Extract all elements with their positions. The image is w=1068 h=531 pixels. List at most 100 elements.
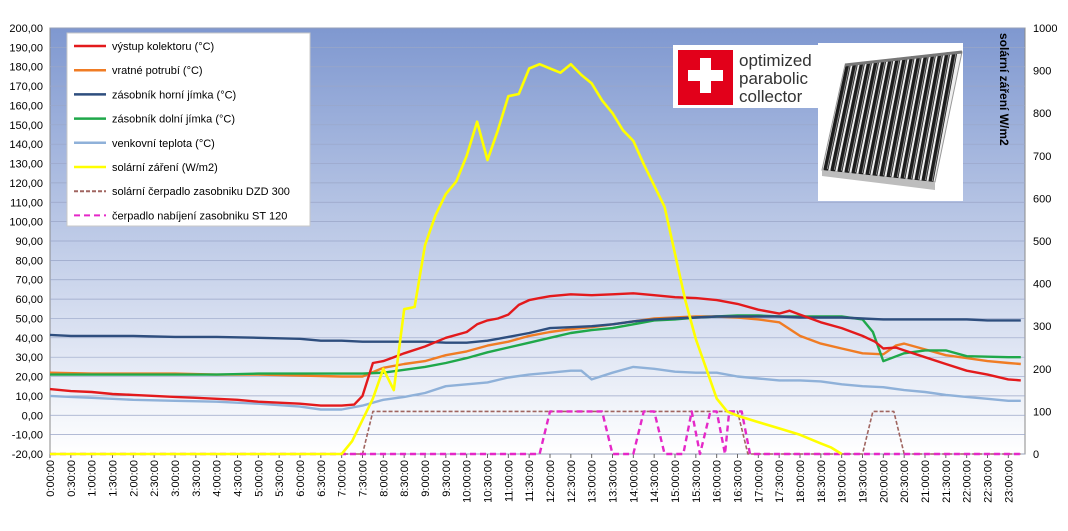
x-tick-label: 9:00:00	[420, 460, 432, 497]
collector-tube-highlight	[826, 65, 850, 170]
logo-line-3: collector	[739, 87, 803, 106]
y-left-tick-label: 130,00	[9, 159, 43, 171]
collector-tube	[823, 63, 851, 172]
legend-label: výstup kolektoru (°C)	[112, 41, 214, 53]
y-left-tick-label: -20,00	[12, 449, 43, 461]
collector-tube	[900, 54, 929, 181]
y-right-axis-title: solární záření W/m2	[997, 33, 1011, 146]
x-tick-label: 0:30:00	[66, 460, 78, 497]
collector-tube-highlight	[889, 58, 914, 177]
x-tick-label: 20:30:00	[899, 460, 911, 503]
series-line-3	[50, 314, 1021, 376]
y-right-tick-label: 0	[1033, 449, 1039, 461]
logo-line-2: parabolic	[739, 69, 808, 88]
y-left-tick-label: 70,00	[15, 275, 43, 287]
collector-tube-highlight	[896, 57, 921, 178]
x-tick-label: 17:00:00	[753, 460, 765, 503]
collector-tube-highlight	[847, 63, 872, 172]
y-right-tick-label: 100	[1033, 406, 1051, 418]
y-right-tick-label: 400	[1033, 279, 1051, 291]
y-left-tick-label: 0,00	[22, 410, 43, 422]
x-tick-label: 1:30:00	[108, 460, 120, 497]
y-left-tick-label: 80,00	[15, 255, 43, 267]
y-right-tick-label: 200	[1033, 364, 1051, 376]
legend-label: solární čerpadlo zasobniku DZD 300	[112, 186, 290, 198]
collector-tube-highlight	[868, 61, 893, 174]
y-right-tick-label: 1000	[1033, 23, 1057, 35]
x-tick-label: 13:30:00	[608, 460, 620, 503]
collector-tube	[858, 59, 886, 176]
x-tick-label: 3:00:00	[170, 460, 182, 497]
x-tick-label: 11:00:00	[503, 460, 515, 502]
logo-line-1: optimized	[739, 51, 812, 70]
legend-label: venkovní teplota (°C)	[112, 138, 215, 150]
y-left-tick-label: 60,00	[15, 294, 43, 306]
series-layer	[49, 62, 1021, 456]
x-tick-label: 10:30:00	[483, 460, 495, 503]
x-tick-label: 22:00:00	[962, 460, 974, 503]
x-tick-label: 0:00:00	[45, 460, 57, 497]
collector-tube-highlight	[882, 59, 907, 176]
x-tick-label: 20:00:00	[878, 460, 890, 503]
y-left-tick-label: 20,00	[15, 372, 43, 384]
x-tick-label: 19:00:00	[837, 460, 849, 503]
x-tick-label: 5:30:00	[274, 460, 286, 497]
y-left-tick-label: 200,00	[9, 23, 43, 35]
x-tick-label: 4:30:00	[233, 460, 245, 497]
legend-label: zásobník dolní jímka (°C)	[112, 114, 235, 126]
collector-tube-highlight	[903, 57, 928, 178]
y-right-tick-label: 600	[1033, 193, 1051, 205]
x-tick-label: 16:30:00	[733, 460, 745, 503]
x-tick-label: 6:00:00	[295, 460, 307, 497]
y-left-tick-label: 40,00	[15, 333, 43, 345]
x-axis: 0:00:00 0:30:00 1:00:00 1:30:00 2:00:00 2:30:…	[45, 454, 1015, 503]
y-left-axis: -20,00 -10,00 0,00 10,00 20,00 30,00 40,00 50,0…	[9, 23, 43, 461]
x-tick-label: 7:00:00	[337, 460, 349, 497]
collector-tube	[837, 61, 865, 174]
y-left-tick-label: 150,00	[9, 120, 43, 132]
legend-label: solární záření (W/m2)	[112, 162, 218, 174]
x-tick-label: 2:30:00	[149, 460, 161, 497]
x-tick-label: 3:30:00	[191, 460, 203, 497]
y-left-tick-label: 190,00	[9, 42, 43, 54]
x-tick-label: 9:30:00	[441, 460, 453, 497]
collector-tube	[886, 56, 915, 179]
y-right-tick-label: 300	[1033, 321, 1051, 333]
y-right-tick-label: 500	[1033, 236, 1051, 248]
y-left-tick-label: 170,00	[9, 81, 43, 93]
y-left-tick-label: 180,00	[9, 62, 43, 74]
legend: výstup kolektoru (°C) vratné potrubí (°C)…	[66, 32, 311, 227]
collector-tube-highlight	[931, 53, 957, 182]
collector-tube-highlight	[875, 60, 900, 175]
collector-tube	[865, 58, 894, 177]
y-left-tick-label: 10,00	[15, 391, 43, 403]
x-tick-label: 12:30:00	[566, 460, 578, 503]
legend-label: vratné potrubí (°C)	[112, 65, 203, 77]
y-right-tick-label: 900	[1033, 66, 1051, 78]
y-left-tick-label: 160,00	[9, 100, 43, 112]
x-tick-label: 1:00:00	[87, 460, 99, 497]
collector-tube	[921, 52, 950, 183]
collector-tube	[830, 62, 858, 173]
y-right-axis: 0 100 200 300 400 500 600 700 800 900 1000	[1033, 23, 1057, 461]
x-tick-label: 11:30:00	[524, 460, 536, 502]
collector-tube	[907, 53, 936, 182]
x-tick-label: 12:00:00	[545, 460, 557, 503]
x-tick-label: 16:00:00	[712, 460, 724, 503]
collector-tube	[893, 55, 922, 180]
collector-tube	[879, 57, 908, 178]
collector-tube	[844, 61, 872, 174]
y-left-tick-label: 120,00	[9, 178, 43, 190]
collector-tube	[928, 51, 957, 184]
x-tick-label: 13:00:00	[587, 460, 599, 503]
legend-label: čerpadlo nabíjení zasobniku ST 120	[112, 210, 287, 222]
x-tick-label: 18:00:00	[795, 460, 807, 503]
collector-tube	[851, 60, 879, 175]
swiss-cross-icon	[688, 58, 723, 93]
series-line-0	[49, 292, 1021, 407]
collector-tube-highlight	[833, 65, 857, 170]
x-tick-label: 23:00:00	[1003, 460, 1015, 503]
collector-tube	[872, 57, 901, 178]
collector-image	[818, 43, 963, 201]
